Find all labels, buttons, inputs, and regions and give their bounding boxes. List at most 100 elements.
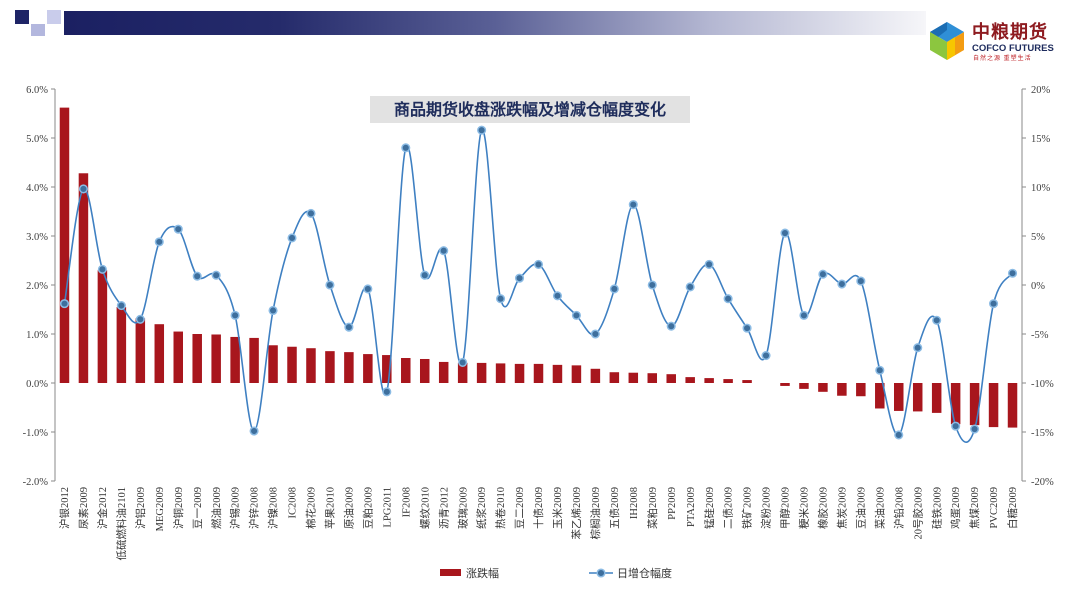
right-axis-tick-label-4: 5% (1031, 232, 1045, 243)
price-change-bars (59, 107, 1018, 428)
x-axis-label-2: 尿素2009 (77, 487, 90, 529)
price-change-bar-34 (685, 377, 695, 383)
x-axis-label-6: MEG2009 (155, 487, 166, 531)
x-axis-label-45: 沪铅2008 (892, 487, 905, 529)
price-change-bar-8 (192, 334, 202, 383)
x-axis-label-18: LPG2011 (382, 487, 393, 527)
header-gradient-band (64, 11, 926, 35)
open-interest-change-point-13 (287, 233, 297, 243)
open-interest-change-point-5 (135, 314, 145, 324)
open-interest-change-point-30 (609, 284, 619, 294)
x-axis-label-32: 菜粕2009 (646, 487, 659, 529)
left-axis-tick-label-2: 5.0% (26, 134, 48, 145)
x-axis-label-9: 燃油2009 (210, 487, 223, 529)
price-change-bar-28 (571, 365, 582, 383)
right-axis-tick-label-1: 20% (1031, 85, 1051, 96)
open-interest-change-point-48 (951, 421, 961, 431)
price-change-bar-27 (552, 364, 563, 383)
price-change-bar-14 (306, 348, 316, 383)
open-interest-change-point-8 (192, 271, 202, 281)
price-change-bar-16 (344, 352, 354, 383)
price-change-bar-10 (230, 336, 240, 383)
price-change-bar-32 (647, 373, 658, 383)
price-change-bar-5 (135, 318, 146, 383)
left-axis-tick-label-3: 4.0% (26, 183, 48, 194)
price-change-bar-3 (97, 270, 108, 383)
open-interest-change-point-27 (552, 291, 563, 301)
x-axis-label-21: 沥青2012 (437, 487, 450, 529)
open-interest-change-point-18 (382, 387, 392, 397)
open-interest-change-point-44 (875, 365, 885, 375)
x-axis-label-36: 二债2009 (722, 487, 735, 529)
x-axis-label-38: 淀粉2009 (760, 487, 773, 529)
x-axis-label-11: 沪锌2008 (248, 487, 261, 529)
open-interest-change-point-33 (666, 321, 676, 331)
open-interest-change-point-28 (571, 310, 581, 320)
price-change-bar-20 (419, 358, 430, 383)
x-axis-label-5: 沪铝2009 (134, 487, 147, 529)
x-axis-labels: 沪银2012 尿素2009 沪金2012 低硫燃料油2101 沪铝2009 MEG2009… (58, 487, 1019, 561)
legend-bar-swatch (440, 569, 461, 576)
x-axis-label-14: 棉花2009 (305, 487, 318, 529)
legend-label-open-interest-change: 日增仓幅度 (617, 566, 672, 580)
x-axis-label-49: 焦煤2009 (968, 487, 981, 529)
open-interest-change-point-15 (325, 280, 335, 290)
open-interest-change-point-31 (628, 200, 638, 210)
right-axis-tick-label-8: -15% (1031, 428, 1054, 439)
x-axis-label-51: 白糖2009 (1006, 487, 1019, 529)
x-axis-label-31: IH2008 (629, 487, 640, 519)
price-change-bar-23 (476, 362, 487, 383)
price-change-bar-39 (780, 383, 790, 386)
x-axis-label-19: IF2008 (401, 487, 412, 517)
price-change-bar-44 (875, 383, 885, 409)
right-axis-tick-label-2: 15% (1031, 134, 1051, 145)
cofco-cube-logo-icon (930, 22, 964, 60)
logo-slogan: 自然之源 重塑生活 (973, 56, 1032, 62)
price-change-bar-13 (287, 346, 297, 383)
x-axis-label-23: 纸浆2009 (475, 487, 488, 529)
open-interest-change-point-11 (249, 426, 259, 436)
open-interest-change-point-17 (363, 284, 373, 294)
price-change-bar-6 (154, 324, 165, 383)
x-axis-label-42: 焦炭2009 (835, 487, 848, 529)
header-square-light (31, 24, 45, 36)
x-axis-label-24: 热卷2010 (494, 487, 507, 529)
open-interest-change-point-49 (970, 424, 980, 434)
x-axis-label-41: 橡胶2009 (817, 487, 830, 529)
left-axis-tick-label-5: 2.0% (26, 281, 48, 292)
x-axis-label-46: 20号胶2009 (911, 487, 924, 540)
left-axis-tick-label-8: -1.0% (23, 428, 49, 439)
price-change-bar-31 (628, 372, 639, 383)
left-axis-tick-label-4: 3.0% (26, 232, 48, 243)
x-axis-label-16: 原油2009 (342, 487, 355, 529)
x-axis-label-37: 铁矿2009 (741, 487, 754, 529)
x-axis-label-44: 菜油2009 (873, 487, 886, 529)
x-axis-label-7: 沪铜2009 (172, 487, 185, 529)
open-interest-change-point-16 (344, 322, 354, 332)
left-axis-tick-label-1: 6.0% (26, 85, 48, 96)
x-axis-label-34: PTA2009 (686, 487, 697, 527)
open-interest-change-point-12 (268, 305, 278, 316)
price-change-bar-9 (211, 334, 221, 383)
price-change-bar-15 (325, 351, 335, 383)
open-interest-change-point-6 (154, 237, 164, 247)
header-square-light (47, 10, 61, 24)
chart-title-box (370, 96, 690, 123)
open-interest-change-point-25 (514, 273, 525, 283)
open-interest-change-point-45 (894, 430, 904, 440)
x-axis-label-27: 玉米2009 (551, 487, 564, 529)
price-change-bar-1 (59, 107, 70, 384)
left-axis-tick-label-6: 1.0% (26, 330, 48, 341)
x-axis-label-40: 粳米2009 (798, 487, 811, 529)
price-change-bar-41 (818, 383, 828, 392)
open-interest-change-point-51 (1007, 268, 1018, 278)
open-interest-change-point-36 (723, 294, 733, 304)
company-logo: 中粮期货 COFCO FUTURES 自然之源 重塑生活 (926, 18, 1066, 66)
right-axis-tick-label-9: -20% (1031, 477, 1054, 488)
open-interest-change-point-43 (856, 276, 866, 286)
open-interest-change-point-41 (818, 269, 828, 279)
x-axis-label-4: 低硫燃料油2101 (115, 487, 128, 561)
price-change-bar-36 (723, 379, 733, 383)
open-interest-change-point-38 (761, 351, 771, 361)
